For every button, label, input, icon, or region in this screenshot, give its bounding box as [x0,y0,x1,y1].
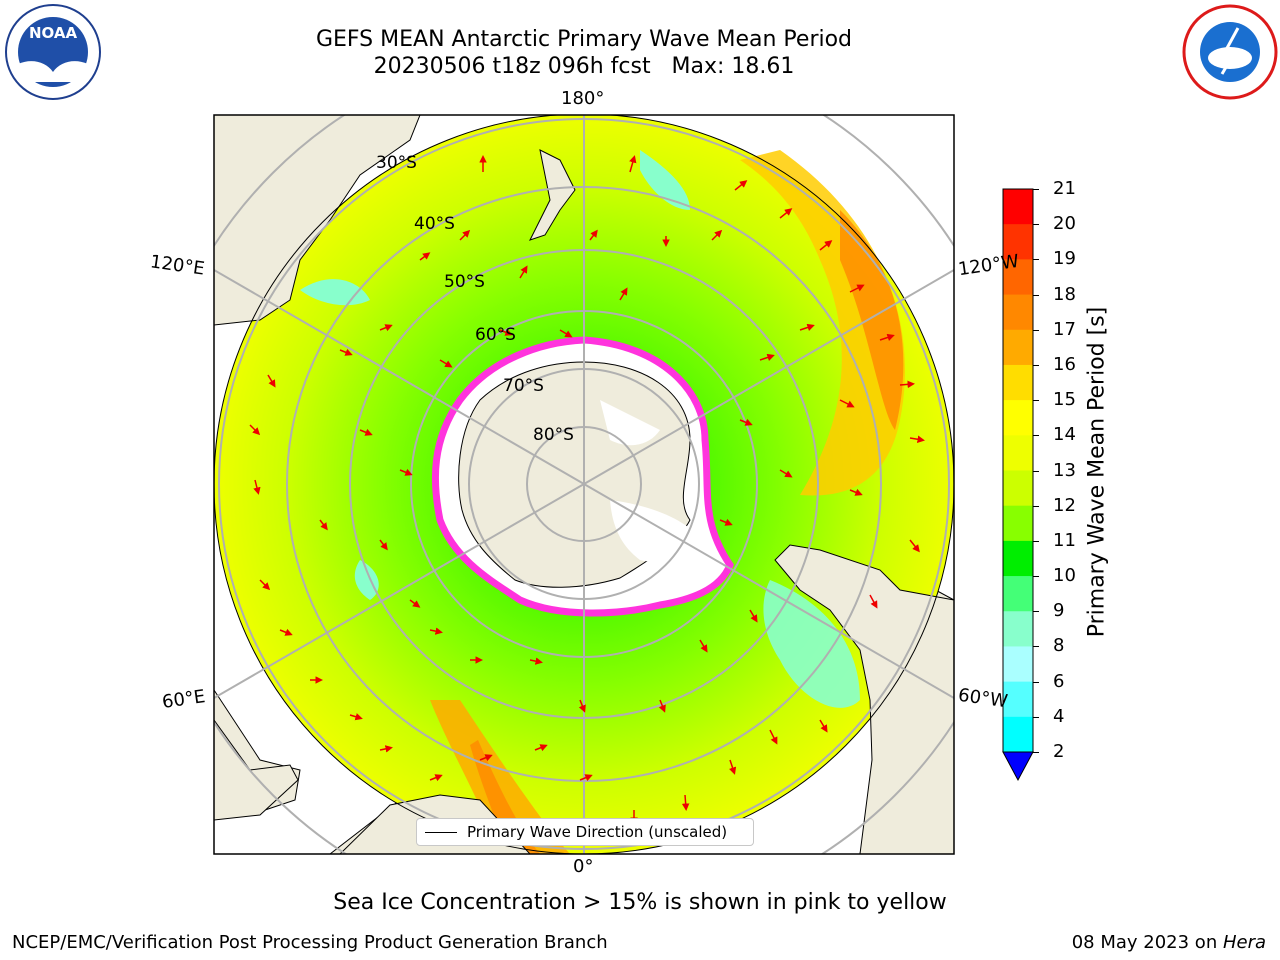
colorbar-segment [1003,576,1033,612]
lat-label-40s: 40°S [414,214,455,234]
colorbar-tick [1033,294,1039,296]
colorbar-segment [1003,329,1033,366]
colorbar-tick-label: 13 [1053,459,1076,481]
colorbar-segment [1003,646,1033,683]
colorbar-segment [1003,540,1033,577]
colorbar-tick-label: 8 [1053,635,1065,657]
new-zealand [529,149,576,241]
colorbar-tick-label: 12 [1053,494,1076,516]
colorbar-label: Primary Wave Mean Period [s] [1084,306,1110,638]
footer-branch: NCEP/EMC/Verification Post Processing Pr… [12,932,608,953]
map-subtitle: 20230506 t18z 096h fcst Max: 18.61 [373,54,795,79]
colorbar-segment [1003,189,1033,225]
colorbar-tick [1033,540,1039,542]
colorbar-tick [1033,576,1039,578]
colorbar-tick-label: 18 [1053,283,1076,305]
colorbar-tick-label: 15 [1053,389,1076,411]
colorbar-tick [1033,646,1039,648]
lat-label-30s: 30°S [376,153,417,173]
colorbar-tick-label: 20 [1053,213,1076,235]
colorbar-tick [1033,435,1039,437]
noaa-logo: NOAA [5,4,101,100]
lon-label-0: 0° [573,856,594,877]
colorbar-segment [1003,435,1033,471]
sea-ice-caption: Sea Ice Concentration > 15% is shown in … [333,890,947,915]
colorbar-tick [1033,189,1039,190]
legend-line-swatch [425,832,457,833]
colorbar-tick [1033,505,1039,507]
colorbar-tick-label: 2 [1053,741,1065,762]
colorbar-tick [1033,224,1039,226]
lat-label-70s: 70°S [503,376,544,396]
lat-label-50s: 50°S [444,272,485,292]
colorbar-tick [1033,364,1039,366]
colorbar [1003,189,1033,753]
colorbar-tick-label: 10 [1053,565,1076,587]
map-title: GEFS MEAN Antarctic Primary Wave Mean Pe… [315,27,853,52]
lightning-icon [1220,27,1240,75]
colorbar-segment [1003,364,1033,401]
colorbar-tick [1033,470,1039,472]
colorbar-tick [1033,259,1039,261]
colorbar-segment [1003,716,1033,753]
colorbar-tick-label: 11 [1053,529,1076,551]
footer-date-text: 08 May 2023 on [1071,932,1223,953]
colorbar-tick-label: 4 [1053,705,1065,727]
colorbar-segment [1003,224,1033,260]
colorbar-tick-label: 21 [1053,178,1076,199]
colorbar-segment [1003,681,1033,718]
colorbar-tick-label: 16 [1053,353,1076,375]
footer-host: Hera [1222,932,1266,953]
colorbar-tick [1033,329,1039,331]
colorbar-tick [1033,752,1039,753]
map-legend: Primary Wave Direction (unscaled) [416,818,754,846]
swell-band [740,150,905,496]
footer-date: 08 May 2023 on Hera [1072,932,1266,953]
lat-label-80s: 80°S [533,425,574,445]
colorbar-tick-label: 14 [1053,424,1076,446]
colorbar-segment [1003,505,1033,542]
nws-logo [1182,4,1278,100]
map-frame [213,114,955,855]
colorbar-tick [1033,681,1039,683]
colorbar-tick-label: 6 [1053,670,1065,692]
colorbar-tick-label: 17 [1053,318,1076,340]
graticule [214,115,954,854]
colorbar-tick [1033,611,1039,613]
colorbar-segment [1003,400,1033,436]
lat-label-60s: 60°S [475,325,516,345]
colorbar-tick [1033,716,1039,718]
colorbar-segment [1003,611,1033,647]
colorbar-tick [1033,400,1039,402]
lon-label-180: 180° [561,88,605,109]
colorbar-segment [1003,259,1033,296]
colorbar-tick-label: 9 [1053,600,1065,622]
seagull-icon [18,61,88,82]
legend-label: Primary Wave Direction (unscaled) [467,823,728,841]
colorbar-extend-arrow [1002,751,1034,782]
colorbar-segment [1003,294,1033,331]
noaa-logo-text: NOAA [29,24,78,42]
colorbar-tick-label: 19 [1053,248,1076,270]
colorbar-segment [1003,470,1033,507]
